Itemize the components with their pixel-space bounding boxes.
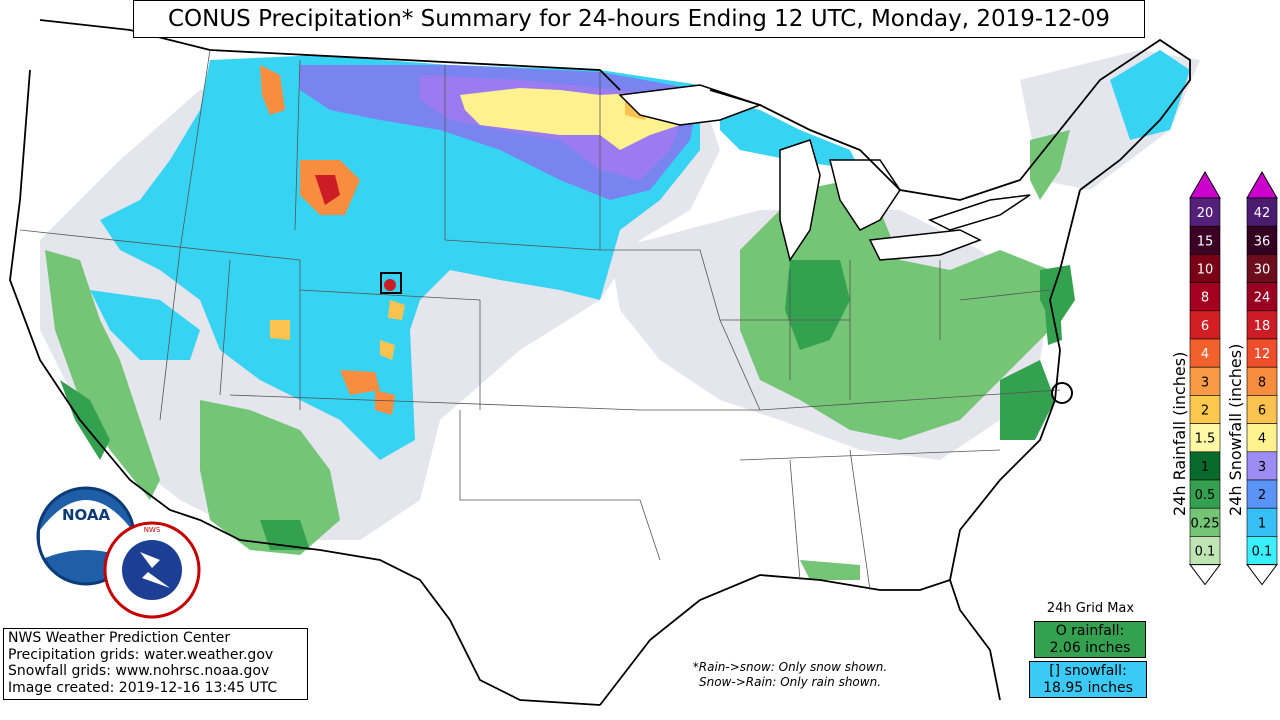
rain-legend-label: 24h Rainfall (inches) (1170, 351, 1189, 516)
credit-line-wpc: NWS Weather Prediction Center (8, 630, 231, 646)
rain-legend-swatch (1189, 451, 1221, 481)
snow-legend-level-label: 2 (1258, 488, 1266, 503)
rain-legend-level-label: 1 (1201, 460, 1209, 475)
snow-legend-swatch (1246, 507, 1278, 537)
rain-legend-swatch (1189, 366, 1221, 396)
rain-legend-swatch (1189, 254, 1221, 283)
snow-legend-level-label: 24 (1254, 291, 1271, 306)
rain-legend-level-label: 20 (1197, 206, 1214, 221)
grid-max-rainfall: O rainfall: 2.06 inches (1034, 621, 1146, 658)
grid-max-rain-label: O rainfall: (1055, 623, 1125, 639)
rain-legend-level-label: 4 (1201, 347, 1209, 362)
snow-legend-swatch (1246, 310, 1278, 340)
rain-legend-level-label: 10 (1197, 263, 1214, 278)
credits-box: NWS Weather Prediction Center Precipitat… (3, 628, 308, 700)
rain-legend-level-label: 6 (1201, 319, 1209, 334)
credit-line-precip: Precipitation grids: water.weather.gov (8, 646, 274, 663)
rain-legend-swatch (1189, 310, 1221, 340)
state-borders (19, 49, 1061, 591)
snow-legend-level-label: 6 (1258, 404, 1266, 419)
snowfall-max-marker (380, 272, 402, 294)
snow-legend-swatch (1246, 225, 1278, 255)
snow-legend-swatch (1246, 451, 1278, 481)
snow-legend-level-label: 1 (1258, 516, 1266, 531)
snow-legend-swatch (1246, 197, 1278, 227)
snow-legend-level-label: 4 (1258, 432, 1266, 447)
footnote-line-2: Snow->Rain: Only rain shown. (698, 675, 882, 689)
great-lakes (618, 84, 1031, 262)
rain-legend-swatch (1189, 479, 1221, 509)
snow-legend-swatch (1246, 536, 1278, 565)
rain-legend-level-label: 3 (1201, 375, 1209, 390)
credit-line-created: Image created: 2019-12-16 13:45 UTC (8, 679, 278, 696)
grid-max-rain-value: 2.06 inches (1049, 639, 1131, 656)
snow-legend-swatch (1246, 254, 1278, 283)
rain-legend-level-label: 0.25 (1191, 516, 1220, 531)
snow-legend-level-label: 36 (1254, 234, 1271, 249)
rain-legend-level-label: 1.5 (1195, 432, 1216, 447)
grid-max-snow-value: 18.95 inches (1043, 679, 1133, 696)
grid-max-snow-label: [] snowfall: (1049, 663, 1127, 679)
grid-max-snowfall: [] snowfall: 18.95 inches (1029, 661, 1147, 698)
snow-legend-bottom-arrow (1246, 564, 1278, 586)
svg-text:NOAA: NOAA (62, 506, 111, 524)
footnote-line-1: *Rain->snow: Only snow shown. (692, 660, 888, 674)
snow-legend-level-label: 18 (1254, 319, 1271, 334)
map-title: CONUS Precipitation* Summary for 24-hour… (133, 0, 1145, 38)
snow-legend-level-label: 42 (1254, 206, 1271, 221)
snow-legend-swatch (1246, 423, 1278, 453)
rain-legend-swatch (1189, 282, 1221, 312)
rain-legend-swatch (1189, 395, 1221, 424)
snow-legend-swatch (1246, 338, 1278, 368)
footnote: *Rain->snow: Only snow shown. Snow->Rain… (610, 660, 970, 690)
rain-legend: 20 15 10 8 6 4 3 2 1.5 1 0.5 0.25 0.1 (1189, 170, 1221, 586)
rain-legend-level-label: 0.5 (1195, 488, 1216, 503)
credit-line-snow: Snowfall grids: www.nohrsc.noaa.gov (8, 663, 270, 679)
rain-legend-level-label: 2 (1201, 404, 1209, 419)
rain-legend-level-label: 0.1 (1195, 545, 1216, 560)
snow-heavy-spots (260, 65, 650, 415)
snow-legend-label: 24h Snowfall (inches) (1226, 343, 1245, 516)
rainfall-max-marker (1051, 382, 1073, 404)
snow-legend-level-label: 12 (1254, 347, 1271, 362)
rain-legend-swatch (1189, 225, 1221, 255)
snow-legend-level-label: 30 (1254, 263, 1271, 278)
rain-legend-swatch (1189, 536, 1221, 565)
grid-max-title: 24h Grid Max (1046, 601, 1135, 616)
nws-logo: NWS (103, 521, 201, 619)
country-borders (9, 19, 1191, 706)
rain-legend-level-label: 8 (1201, 291, 1209, 306)
snow-legend-swatch (1246, 366, 1278, 396)
rain-legend-swatch (1189, 507, 1221, 537)
rain-legend-swatch (1189, 338, 1221, 368)
snow-legend-swatch (1246, 282, 1278, 312)
snow-legend-swatch (1246, 395, 1278, 424)
rain-legend-bottom-arrow (1189, 564, 1221, 586)
rain-light-layer (45, 130, 1070, 580)
rain-legend-level-label: 15 (1197, 234, 1214, 249)
svg-text:NWS: NWS (144, 526, 161, 534)
rain-legend-swatch (1189, 423, 1221, 453)
snow-legend: 42 36 30 24 18 12 8 6 4 3 2 1 0.1 (1246, 170, 1278, 586)
snow-legend-level-label: 8 (1258, 375, 1266, 390)
snow-legend-level-label: 3 (1258, 460, 1266, 475)
snow-legend-level-label: 0.1 (1252, 545, 1273, 560)
rain-legend-swatch (1189, 197, 1221, 227)
